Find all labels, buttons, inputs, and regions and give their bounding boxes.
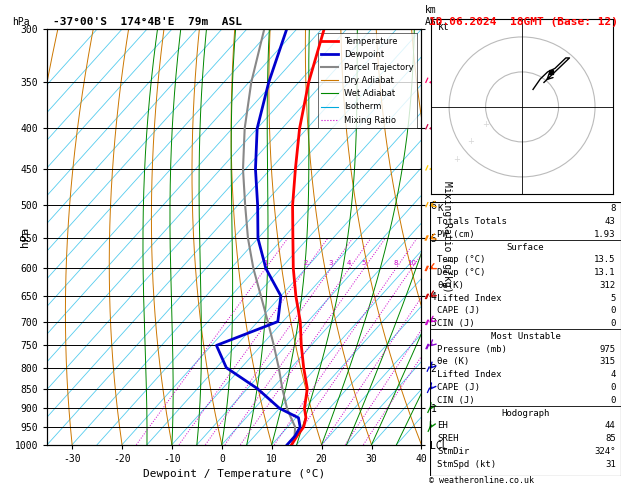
Text: StmDir: StmDir (437, 447, 469, 456)
Text: 85: 85 (605, 434, 616, 443)
Text: 3: 3 (329, 260, 333, 266)
X-axis label: Dewpoint / Temperature (°C): Dewpoint / Temperature (°C) (143, 469, 325, 479)
Text: CIN (J): CIN (J) (437, 396, 475, 405)
Text: Lifted Index: Lifted Index (437, 370, 502, 379)
Text: +: + (467, 138, 474, 146)
Text: 10.06.2024  18GMT (Base: 12): 10.06.2024 18GMT (Base: 12) (429, 17, 618, 27)
Text: 312: 312 (599, 281, 616, 290)
Text: CAPE (J): CAPE (J) (437, 306, 481, 315)
Text: +: + (482, 120, 489, 129)
Text: -37°00'S  174°4B'E  79m  ASL: -37°00'S 174°4B'E 79m ASL (53, 17, 242, 27)
Text: Most Unstable: Most Unstable (491, 332, 560, 341)
Text: 31: 31 (605, 460, 616, 469)
Text: Lifted Index: Lifted Index (437, 294, 502, 303)
Text: © weatheronline.co.uk: © weatheronline.co.uk (429, 476, 534, 485)
Text: PW (cm): PW (cm) (437, 230, 475, 239)
Text: hPa: hPa (19, 227, 30, 247)
Text: SREH: SREH (437, 434, 459, 443)
Text: kt: kt (438, 22, 450, 32)
Text: 13.1: 13.1 (594, 268, 616, 277)
Text: CAPE (J): CAPE (J) (437, 383, 481, 392)
Text: 1: 1 (264, 260, 268, 266)
Text: 0: 0 (610, 306, 616, 315)
Text: 975: 975 (599, 345, 616, 354)
Text: Hodograph: Hodograph (501, 409, 550, 417)
Text: Temp (°C): Temp (°C) (437, 255, 486, 264)
Text: StmSpd (kt): StmSpd (kt) (437, 460, 496, 469)
Text: 4: 4 (347, 260, 352, 266)
Text: 0: 0 (610, 319, 616, 328)
Text: 315: 315 (599, 358, 616, 366)
Text: 324°: 324° (594, 447, 616, 456)
Text: +: + (453, 155, 460, 164)
Text: 0: 0 (610, 396, 616, 405)
Text: 5: 5 (362, 260, 366, 266)
Text: θe(K): θe(K) (437, 281, 464, 290)
Text: EH: EH (437, 421, 448, 430)
Legend: Temperature, Dewpoint, Parcel Trajectory, Dry Adiabat, Wet Adiabat, Isotherm, Mi: Temperature, Dewpoint, Parcel Trajectory… (318, 34, 417, 128)
Text: Dewp (°C): Dewp (°C) (437, 268, 486, 277)
Text: 2: 2 (304, 260, 308, 266)
Text: CIN (J): CIN (J) (437, 319, 475, 328)
Text: Mixing Ratio (g/kg): Mixing Ratio (g/kg) (442, 181, 452, 293)
Text: 5: 5 (610, 294, 616, 303)
Text: K: K (437, 204, 443, 213)
Text: 13.5: 13.5 (594, 255, 616, 264)
Text: 4: 4 (610, 370, 616, 379)
Text: Pressure (mb): Pressure (mb) (437, 345, 507, 354)
Text: Surface: Surface (507, 243, 544, 252)
Text: θe (K): θe (K) (437, 358, 469, 366)
Text: 1.93: 1.93 (594, 230, 616, 239)
Text: 8: 8 (610, 204, 616, 213)
Text: Totals Totals: Totals Totals (437, 217, 507, 226)
Text: hPa: hPa (13, 17, 30, 27)
Text: 8: 8 (394, 260, 398, 266)
Text: km
ASL: km ASL (425, 5, 442, 27)
Text: 10: 10 (407, 260, 416, 266)
Text: 0: 0 (610, 383, 616, 392)
Text: 43: 43 (605, 217, 616, 226)
Text: 44: 44 (605, 421, 616, 430)
